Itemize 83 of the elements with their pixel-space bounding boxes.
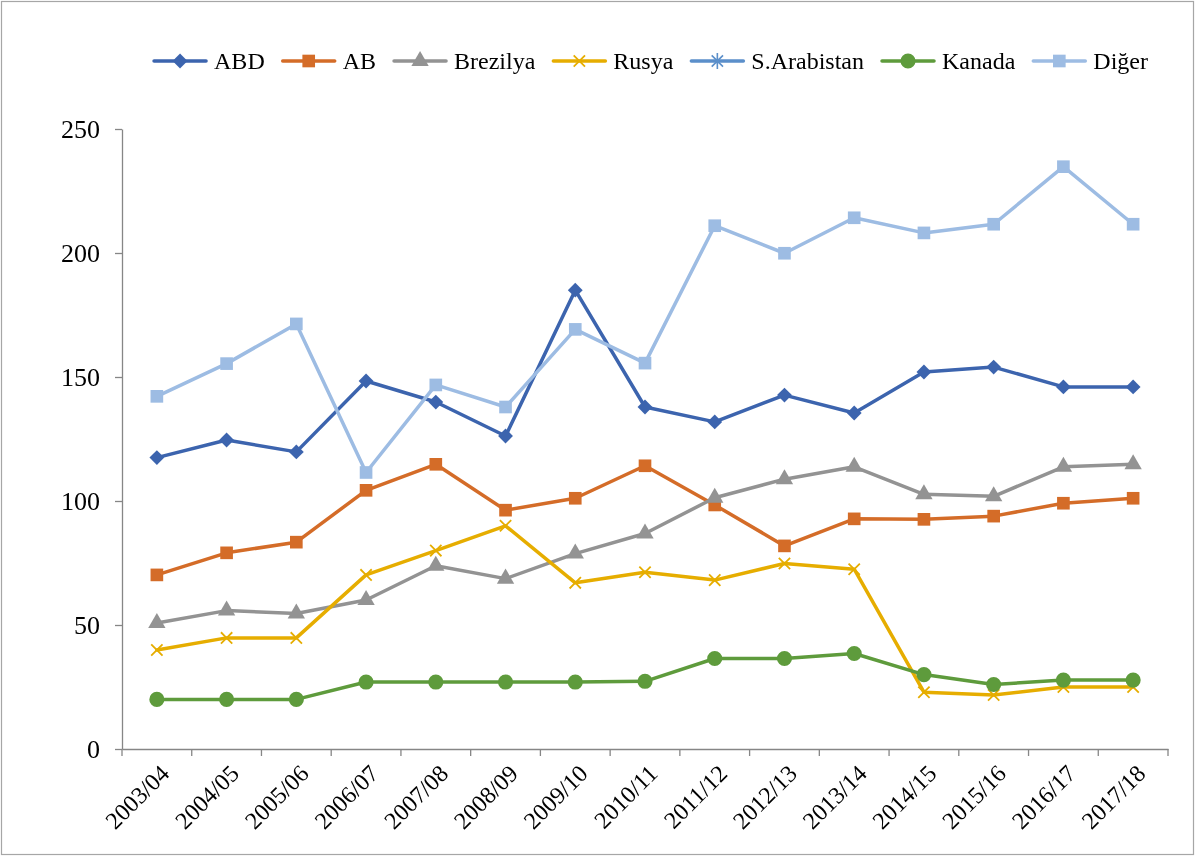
legend-label: Rusya [613, 48, 674, 75]
point [568, 491, 582, 505]
point [568, 323, 582, 336]
point [917, 513, 931, 526]
point [568, 576, 582, 590]
point [358, 674, 374, 690]
point [916, 364, 932, 380]
point [499, 503, 512, 517]
point [847, 512, 861, 526]
point [428, 674, 444, 690]
point [776, 650, 793, 667]
legend-label: ABD [214, 48, 265, 75]
point [219, 691, 235, 707]
point [847, 562, 861, 576]
y-tick-label: 150 [61, 362, 100, 392]
point [778, 539, 791, 553]
point [986, 676, 1002, 693]
point [708, 219, 722, 233]
point [149, 450, 165, 466]
point [917, 685, 931, 699]
point [1057, 160, 1070, 174]
point [220, 546, 233, 560]
point [846, 405, 862, 421]
point [1126, 491, 1140, 505]
y-tick-label: 200 [61, 238, 100, 268]
point [987, 509, 1000, 523]
point [917, 226, 931, 240]
point [1055, 379, 1071, 395]
point [707, 650, 723, 667]
point [637, 399, 653, 415]
point [497, 674, 514, 690]
point [429, 544, 443, 557]
point [288, 444, 304, 460]
point [290, 317, 303, 331]
point [846, 645, 862, 662]
point [707, 414, 723, 430]
point [219, 432, 235, 448]
point [778, 246, 791, 260]
point [986, 359, 1002, 375]
point [358, 373, 374, 389]
point [638, 356, 652, 370]
legend-label: S.Arabistan [751, 48, 865, 75]
point [1126, 217, 1140, 231]
point [150, 643, 164, 657]
y-tick-label: 50 [74, 610, 100, 640]
point [149, 691, 165, 707]
point [359, 484, 373, 497]
point [429, 457, 443, 471]
point [150, 568, 164, 582]
point [638, 459, 652, 473]
point [359, 568, 373, 582]
point [148, 613, 166, 629]
point [1125, 672, 1141, 688]
legend-label: Kanada [942, 48, 1016, 75]
legend-label: Diğer [1093, 48, 1148, 75]
point [777, 387, 792, 403]
point [1057, 496, 1070, 510]
point [638, 565, 652, 579]
point [567, 674, 583, 690]
point [567, 282, 583, 298]
point [428, 394, 444, 410]
point [499, 519, 512, 533]
point [987, 217, 1000, 231]
point [429, 378, 443, 392]
point [708, 573, 722, 587]
point [150, 390, 164, 403]
point [359, 466, 373, 479]
legend-label: AB [342, 48, 377, 75]
point [499, 400, 512, 414]
point [288, 691, 304, 707]
y-tick-label: 250 [61, 114, 100, 144]
point [290, 631, 303, 645]
point [778, 557, 791, 570]
legend-label: Brezilya [454, 48, 536, 75]
point [637, 673, 653, 689]
point [1055, 672, 1071, 688]
y-tick-label: 0 [87, 734, 100, 764]
point [916, 667, 932, 683]
point [1125, 379, 1141, 395]
point [290, 535, 303, 549]
y-tick-label: 100 [61, 486, 100, 516]
point [220, 357, 233, 370]
point [847, 211, 861, 225]
